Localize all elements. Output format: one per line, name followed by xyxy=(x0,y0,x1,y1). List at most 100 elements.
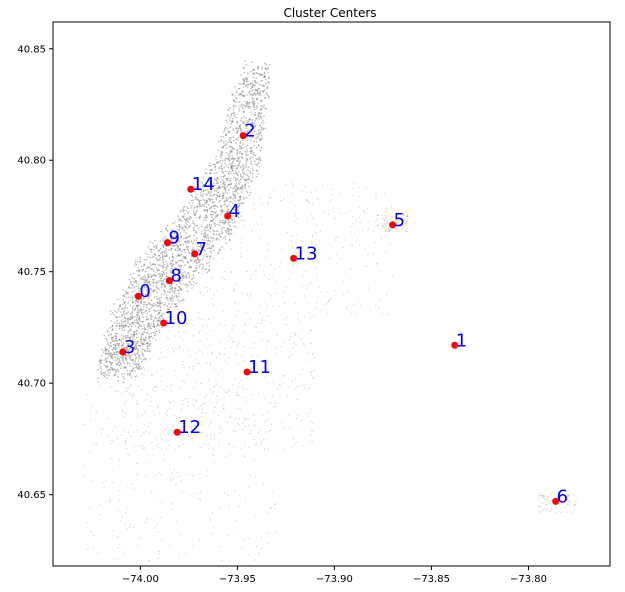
trip-point xyxy=(352,195,355,197)
trip-point xyxy=(328,299,330,302)
trip-point xyxy=(236,121,239,123)
trip-point xyxy=(228,156,231,158)
trip-point xyxy=(226,179,228,181)
trip-point xyxy=(261,79,263,82)
trip-point xyxy=(176,247,179,249)
trip-point xyxy=(147,295,150,298)
trip-point xyxy=(260,127,263,130)
trip-point xyxy=(154,414,156,416)
trip-point xyxy=(123,326,125,329)
trip-point xyxy=(135,363,137,366)
trip-point xyxy=(200,192,202,194)
trip-point xyxy=(273,189,276,191)
trip-point xyxy=(385,230,388,233)
trip-point xyxy=(95,443,98,445)
trip-point xyxy=(195,267,198,270)
trip-point xyxy=(202,195,204,197)
trip-point xyxy=(233,86,236,88)
trip-point xyxy=(230,272,232,274)
trip-point xyxy=(161,280,163,283)
trip-point xyxy=(199,291,201,293)
trip-point xyxy=(125,312,128,315)
trip-point xyxy=(181,228,183,230)
trip-point xyxy=(147,245,150,248)
trip-point xyxy=(380,238,383,240)
trip-point xyxy=(541,494,543,497)
trip-point xyxy=(129,331,131,333)
trip-point xyxy=(211,533,213,535)
trip-point xyxy=(303,316,306,318)
trip-point xyxy=(129,299,131,302)
trip-point xyxy=(316,302,318,305)
trip-point xyxy=(241,157,244,160)
cluster-label-5: 5 xyxy=(394,210,405,231)
trip-point xyxy=(159,380,162,382)
trip-point xyxy=(257,92,259,95)
trip-point xyxy=(209,330,212,332)
trip-point xyxy=(207,237,210,239)
trip-point xyxy=(263,75,266,77)
trip-point xyxy=(261,84,263,86)
trip-point xyxy=(356,313,358,316)
trip-point xyxy=(258,83,261,86)
trip-point xyxy=(171,260,174,263)
trip-point xyxy=(144,301,146,303)
trip-point xyxy=(232,290,235,292)
trip-point xyxy=(208,162,211,165)
trip-point xyxy=(144,275,146,277)
trip-point xyxy=(124,412,127,414)
trip-point xyxy=(564,505,566,508)
trip-point xyxy=(111,361,114,364)
trip-point xyxy=(242,538,245,540)
trip-point xyxy=(197,362,199,365)
trip-point xyxy=(228,534,230,536)
trip-point xyxy=(152,280,155,282)
trip-point xyxy=(202,243,205,246)
trip-point xyxy=(136,473,138,475)
trip-point xyxy=(251,230,253,233)
trip-point xyxy=(114,344,117,347)
trip-point xyxy=(225,220,227,222)
trip-point xyxy=(253,347,255,349)
trip-point xyxy=(160,447,163,450)
trip-point xyxy=(319,309,321,311)
trip-point xyxy=(230,271,232,273)
trip-point xyxy=(161,273,164,276)
trip-point xyxy=(173,296,175,298)
trip-point xyxy=(128,353,130,355)
trip-point xyxy=(236,138,239,141)
trip-point xyxy=(142,353,144,355)
trip-point xyxy=(118,309,120,312)
trip-point xyxy=(89,452,91,454)
trip-point xyxy=(107,343,109,346)
trip-point xyxy=(168,401,171,403)
trip-point xyxy=(183,298,185,301)
trip-point xyxy=(207,192,210,194)
trip-point xyxy=(212,218,215,221)
trip-point xyxy=(139,261,141,263)
trip-point xyxy=(188,218,190,221)
trip-point xyxy=(230,145,233,148)
trip-point xyxy=(258,429,260,431)
trip-point xyxy=(252,98,255,100)
trip-point xyxy=(123,295,126,298)
trip-point xyxy=(178,278,181,280)
trip-point xyxy=(143,327,146,329)
trip-point xyxy=(227,163,230,166)
trip-point xyxy=(173,290,176,293)
trip-point xyxy=(140,334,142,337)
trip-point xyxy=(396,220,399,222)
trip-point xyxy=(241,169,244,171)
trip-point xyxy=(386,222,388,224)
trip-point xyxy=(247,169,249,171)
trip-point xyxy=(307,412,309,414)
trip-point xyxy=(116,332,118,335)
trip-point xyxy=(157,297,159,300)
trip-point xyxy=(187,212,189,215)
trip-point xyxy=(344,239,346,241)
trip-point xyxy=(114,356,117,359)
trip-point xyxy=(237,209,239,212)
trip-point xyxy=(229,116,232,119)
trip-point xyxy=(234,221,236,223)
trip-point xyxy=(182,283,185,285)
